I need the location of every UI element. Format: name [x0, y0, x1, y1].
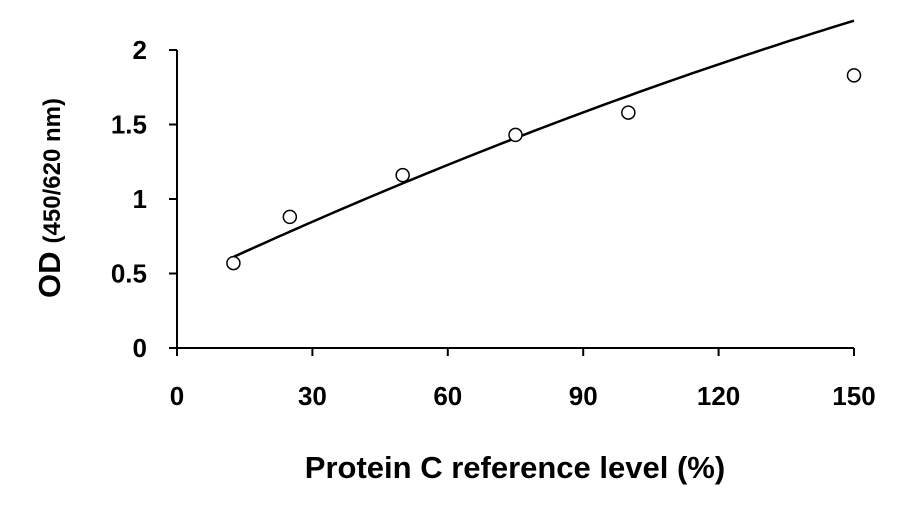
x-tick-label: 30 [298, 381, 327, 411]
x-tick-label: 120 [697, 381, 740, 411]
data-point [395, 167, 410, 183]
data-points [226, 68, 862, 271]
y-tick-label: 1.5 [111, 110, 147, 140]
data-point [282, 209, 298, 225]
x-tick-label: 90 [569, 381, 598, 411]
y-tick-label: 1 [133, 184, 147, 214]
x-tick-label: 150 [832, 381, 875, 411]
tick-marks [169, 49, 855, 356]
y-axis-title: OD (450/620 nm) [32, 98, 67, 298]
x-tick-label: 0 [170, 381, 184, 411]
x-tick-label: 60 [433, 381, 462, 411]
fit-curve-line [232, 19, 855, 259]
y-tick-label: 2 [133, 35, 147, 65]
plot-area: 0 0.5 1 1.5 2 0 30 60 90 120 150 [111, 19, 876, 411]
y-axis-title-main: OD [32, 251, 67, 298]
data-point [846, 68, 862, 83]
x-axis-title: Protein C reference level (%) [305, 450, 725, 485]
data-point [508, 127, 523, 143]
y-tick-label: 0 [133, 333, 147, 363]
data-point [621, 105, 636, 120]
y-tick-label: 0.5 [111, 259, 147, 289]
tick-labels: 0 0.5 1 1.5 2 0 30 60 90 120 150 [111, 35, 876, 411]
data-point [226, 255, 241, 271]
y-axis-title-sub: (450/620 nm) [39, 98, 66, 243]
